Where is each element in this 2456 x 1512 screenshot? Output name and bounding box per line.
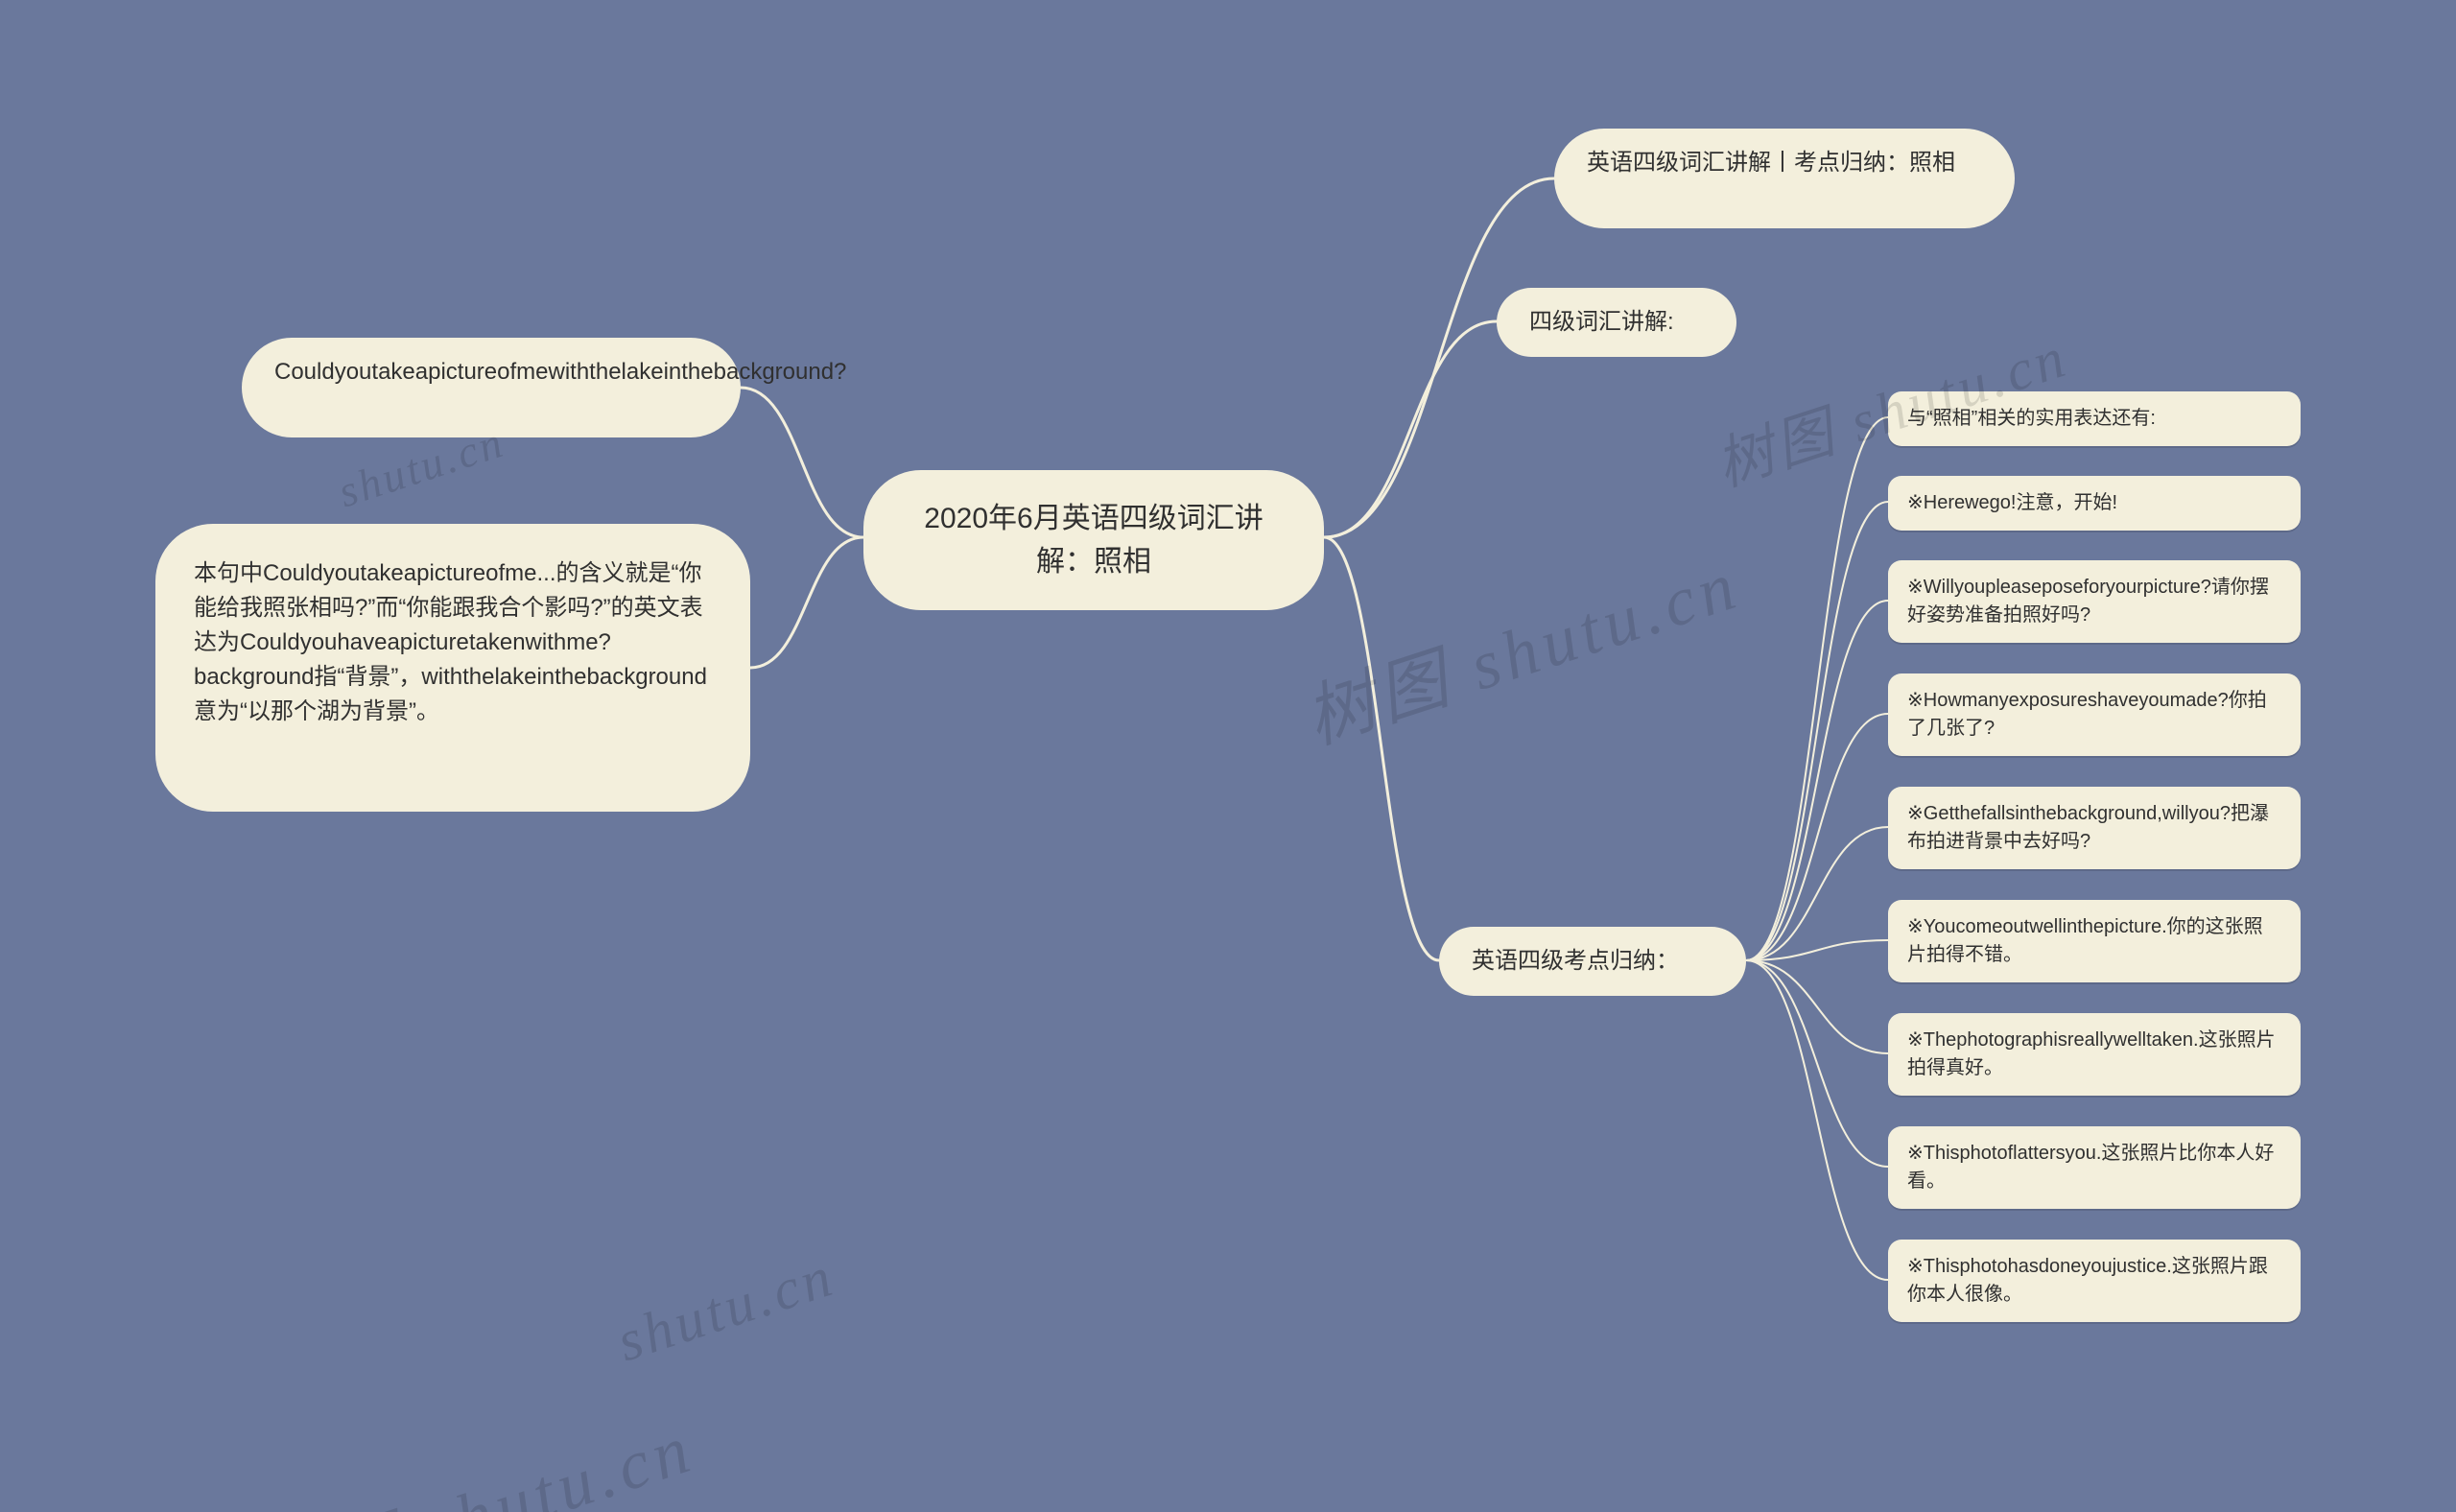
leaf-node: ※Getthefallsinthebackground,willyou?把瀑布拍… xyxy=(1888,787,2301,869)
leaf-node: ※Thephotographisreallywelltaken.这张照片拍得真好… xyxy=(1888,1013,2301,1096)
leaf-node: ※Herewego!注意，开始! xyxy=(1888,476,2301,531)
watermark: 树图 shutu.cn xyxy=(1290,528,1750,763)
center-node: 2020年6月英语四级词汇讲解：照相 xyxy=(863,470,1324,610)
r3: 英语四级考点归纳： xyxy=(1439,927,1746,996)
r2: 四级词汇讲解: xyxy=(1497,288,1736,357)
leaf-node: ※Howmanyexposureshaveyoumade?你拍了几张了? xyxy=(1888,673,2301,756)
leaf-node: ※Thisphotoflattersyou.这张照片比你本人好看。 xyxy=(1888,1126,2301,1209)
leaf-node: ※Youcomeoutwellinthepicture.你的这张照片拍得不错。 xyxy=(1888,900,2301,982)
r1: 英语四级词汇讲解丨考点归纳：照相 xyxy=(1554,129,2015,228)
mindmap-stage: 2020年6月英语四级词汇讲解：照相 Couldyoutakeapictureof… xyxy=(0,0,2456,1512)
leaf-node: ※Thisphotohasdoneyoujustice.这张照片跟你本人很像。 xyxy=(1888,1240,2301,1322)
leaf-node: 与“照相”相关的实用表达还有: xyxy=(1888,391,2301,446)
left-expl: 本句中Couldyoutakeapictureofme...的含义就是“你能给我… xyxy=(155,524,750,812)
left-q: Couldyoutakeapictureofmewiththelakeinthe… xyxy=(242,338,741,437)
watermark: 树图 shutu.cn xyxy=(245,1391,704,1512)
leaf-node: ※Willyoupleaseposeforyourpicture?请你摆好姿势准… xyxy=(1888,560,2301,643)
watermark: shutu.cn xyxy=(609,1243,843,1376)
